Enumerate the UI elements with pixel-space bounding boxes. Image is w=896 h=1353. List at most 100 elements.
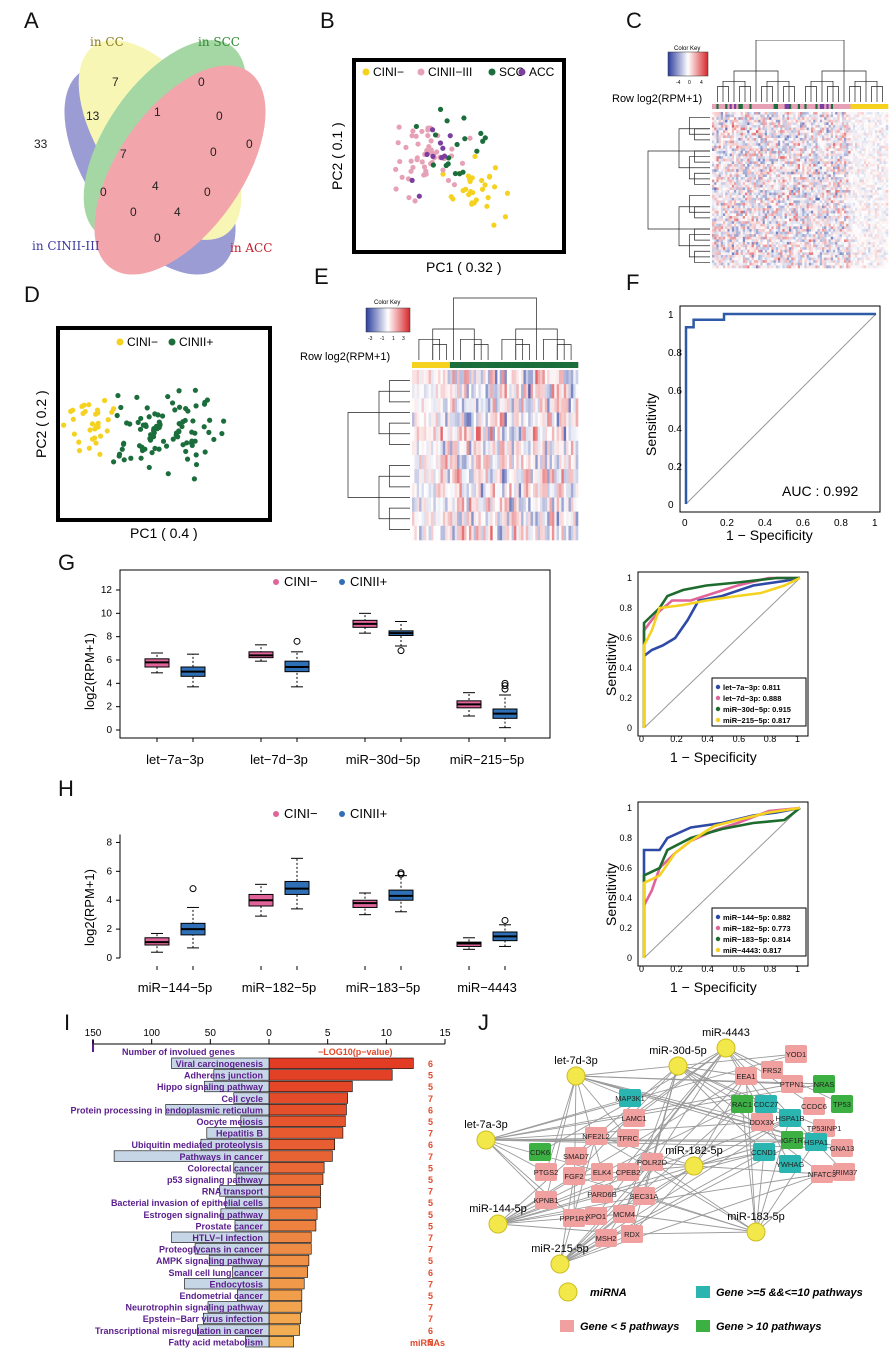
heatmap-cell <box>826 218 829 222</box>
heatmap-cell <box>846 249 849 253</box>
heatmap-cell <box>791 223 794 227</box>
heatmap-cell <box>758 200 761 204</box>
heatmap-cell <box>828 158 832 162</box>
heatmap-cell <box>835 216 838 219</box>
heatmap-cell <box>861 236 865 240</box>
heatmap-cell <box>762 132 766 136</box>
heatmap-cell <box>756 260 759 264</box>
heatmap-cell <box>751 117 755 121</box>
heatmap-cell <box>824 161 827 165</box>
heatmap-cell <box>712 177 715 180</box>
heatmap-cell <box>729 187 733 191</box>
heatmap-cell <box>877 236 880 240</box>
heatmap-cell <box>835 148 838 152</box>
heatmap-cell <box>855 166 858 170</box>
heatmap-cell <box>791 236 794 240</box>
heatmap-cell <box>725 249 728 253</box>
heatmap-cell <box>808 221 812 225</box>
heatmap-cell <box>863 210 867 214</box>
heatmap-cell <box>833 171 836 175</box>
heatmap-cell <box>852 205 856 209</box>
heatmap-cell <box>723 132 726 136</box>
pca-point <box>408 168 414 174</box>
heatmap-cell <box>813 257 816 261</box>
heatmap-cell <box>773 213 777 217</box>
pca-point <box>461 115 467 121</box>
heatmap-cell <box>762 174 766 178</box>
heatmap-cell <box>762 119 766 123</box>
heatmap-cell <box>868 119 871 123</box>
pca-point <box>474 148 480 154</box>
heatmap-cell <box>802 153 805 157</box>
heatmap-cell <box>734 265 737 269</box>
heatmap-cell <box>797 140 801 144</box>
heatmap-cell <box>745 177 748 180</box>
heatmap-cell <box>806 119 810 123</box>
annotation-cell <box>736 104 739 109</box>
heatmap-cell <box>866 158 869 162</box>
heatmap-cell <box>773 153 777 157</box>
heatmap-cell <box>767 242 770 245</box>
heatmap-cell <box>791 112 794 115</box>
heatmap-cell <box>883 184 887 188</box>
heatmap-cell <box>714 127 717 131</box>
pca-point <box>415 141 421 147</box>
heatmap-cell <box>844 148 847 152</box>
heatmap-cell <box>762 127 766 131</box>
heatmap-cell <box>749 265 752 269</box>
heatmap-cell <box>793 130 796 134</box>
heatmap-cell <box>863 216 867 219</box>
heatmap-cell <box>731 171 735 175</box>
heatmap-cell <box>727 151 730 154</box>
heatmap-cell <box>745 112 748 115</box>
heatmap-cell <box>720 174 724 178</box>
heatmap-cell <box>756 117 759 121</box>
heatmap-cell <box>723 257 726 261</box>
heatmap-cell <box>806 260 810 264</box>
heatmap-cell <box>859 164 862 167</box>
heatmap-cell <box>835 190 838 193</box>
heatmap-cell <box>811 132 814 136</box>
heatmap-cell <box>872 213 876 217</box>
heatmap-cell <box>764 252 768 256</box>
heatmap-cell <box>806 255 810 258</box>
heatmap-cell <box>714 122 717 126</box>
heatmap-cell <box>811 169 814 173</box>
heatmap-cell <box>786 221 790 225</box>
heatmap-cell <box>795 184 799 188</box>
heatmap-cell <box>806 190 810 193</box>
heatmap-cell <box>725 218 728 222</box>
heatmap-cell <box>826 223 829 227</box>
heatmap-cell <box>848 244 851 248</box>
heatmap-c-cells <box>712 112 889 269</box>
heatmap-cell <box>808 236 812 240</box>
heatmap-cell <box>826 226 829 230</box>
heatmap-cell <box>848 132 851 136</box>
heatmap-cell <box>879 164 882 167</box>
heatmap-cell <box>718 242 722 245</box>
heatmap-cell <box>817 195 821 199</box>
heatmap-cell <box>793 158 796 162</box>
heatmap-cell <box>720 171 724 175</box>
heatmap-cell <box>839 158 843 162</box>
heatmap-cell <box>861 156 865 160</box>
heatmap-cell <box>747 161 750 165</box>
heatmap-cell <box>800 182 803 186</box>
heatmap-cell <box>830 114 834 118</box>
heatmap-cell <box>764 205 768 209</box>
heatmap-cell <box>817 223 821 227</box>
heatmap-cell <box>725 177 728 180</box>
heatmap-cell <box>797 200 801 204</box>
heatmap-cell <box>742 203 746 206</box>
heatmap-cell <box>753 122 757 126</box>
heatmap-cell <box>734 153 737 157</box>
heatmap-cell <box>841 125 845 128</box>
heatmap-cell <box>844 223 847 227</box>
heatmap-cell <box>879 171 882 175</box>
heatmap-cell <box>879 140 882 144</box>
heatmap-cell <box>828 262 832 266</box>
heatmap-cell <box>764 184 768 188</box>
heatmap-cell <box>830 130 834 134</box>
heatmap-cell <box>859 132 862 136</box>
heatmap-cell <box>811 249 814 253</box>
